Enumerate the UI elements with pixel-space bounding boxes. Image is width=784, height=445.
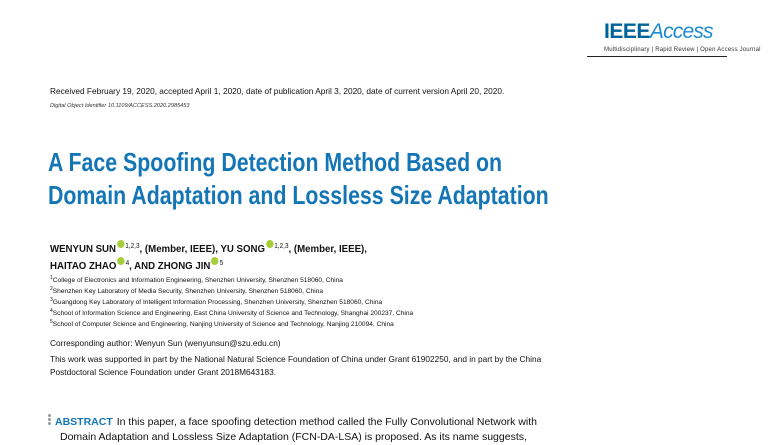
affiliation-number: 3: [50, 297, 53, 303]
author-name: WENYUN SUN: [50, 243, 117, 255]
affiliation-item: 1College of Electronics and Information …: [50, 275, 413, 286]
funding-statement: This work was supported in part by the N…: [50, 353, 541, 378]
author-name: YU SONG: [220, 243, 266, 255]
corresponding-author: Corresponding author: Wenyun Sun (wenyun…: [50, 338, 281, 348]
affiliation-number: 1: [50, 275, 53, 281]
author-suffix: , AND: [129, 260, 158, 272]
header-divider: [587, 56, 727, 57]
paper-title: A Face Spoofing Detection Method Based o…: [48, 146, 549, 212]
affiliation-text: School of Computer Science and Engineeri…: [52, 321, 394, 328]
author-affiliation: 1,2,3: [125, 243, 140, 250]
section-marker-icon: [48, 414, 52, 426]
affiliation-text: Shenzhen Key Laboratory of Media Securit…: [52, 288, 324, 295]
orcid-icon[interactable]: [211, 257, 219, 265]
logo-access: Access: [649, 20, 714, 43]
funding-line: This work was supported in part by the N…: [50, 354, 542, 364]
affiliation-text: College of Electronics and Information E…: [52, 277, 343, 284]
ieee-access-logo: IEEEAccess: [604, 20, 714, 45]
abstract-line: In this paper, a face spoofing detection…: [116, 416, 537, 428]
logo-ieee: IEEE: [604, 20, 650, 43]
orcid-icon[interactable]: [117, 257, 125, 265]
abstract: ABSTRACT In this paper, a face spoofing d…: [48, 414, 748, 445]
author-affiliation: 4: [125, 260, 130, 267]
affiliation-number: 4: [50, 308, 53, 314]
affiliation-item: 2Shenzhen Key Laboratory of Media Securi…: [50, 286, 413, 297]
abstract-line: Domain Adaptation and Lossless Size Adap…: [60, 431, 527, 443]
author-name: HAITAO ZHAO: [50, 260, 117, 272]
affiliations: 1College of Electronics and Information …: [50, 275, 413, 330]
orcid-icon[interactable]: [265, 240, 274, 248]
affiliation-number: 5: [50, 319, 53, 325]
author-name: ZHONG JIN: [157, 260, 211, 272]
journal-tagline: Multidisciplinary | Rapid Review | Open …: [604, 47, 761, 53]
abstract-heading: ABSTRACT: [55, 416, 113, 428]
affiliation-text: Guangdong Key Laboratory of Intelligent …: [52, 299, 383, 306]
author-list: WENYUN SUN 1,2,3, (Member, IEEE), YU SONG…: [50, 240, 367, 274]
title-line: A Face Spoofing Detection Method Based o…: [48, 147, 503, 177]
affiliation-text: School of Information Science and Engine…: [52, 310, 414, 317]
doi-line[interactable]: Digital Object Identifier 10.1109/ACCESS…: [50, 103, 190, 109]
affiliation-item: 5School of Computer Science and Engineer…: [50, 319, 413, 330]
author-suffix: , (Member, IEEE),: [288, 243, 367, 255]
affiliation-item: 3Guangdong Key Laboratory of Intelligent…: [50, 297, 413, 308]
affiliation-item: 4School of Information Science and Engin…: [50, 308, 413, 319]
affiliation-number: 2: [50, 286, 53, 292]
received-dates: Received February 19, 2020, accepted Apr…: [50, 86, 505, 96]
author-affiliation: 5: [219, 260, 224, 267]
funding-line: Postdoctoral Science Foundation under Gr…: [50, 366, 277, 377]
orcid-icon[interactable]: [116, 240, 125, 248]
author-suffix: , (Member, IEEE),: [139, 243, 221, 255]
author-affiliation: 1,2,3: [274, 243, 289, 250]
title-line: Domain Adaptation and Lossless Size Adap…: [48, 180, 549, 210]
